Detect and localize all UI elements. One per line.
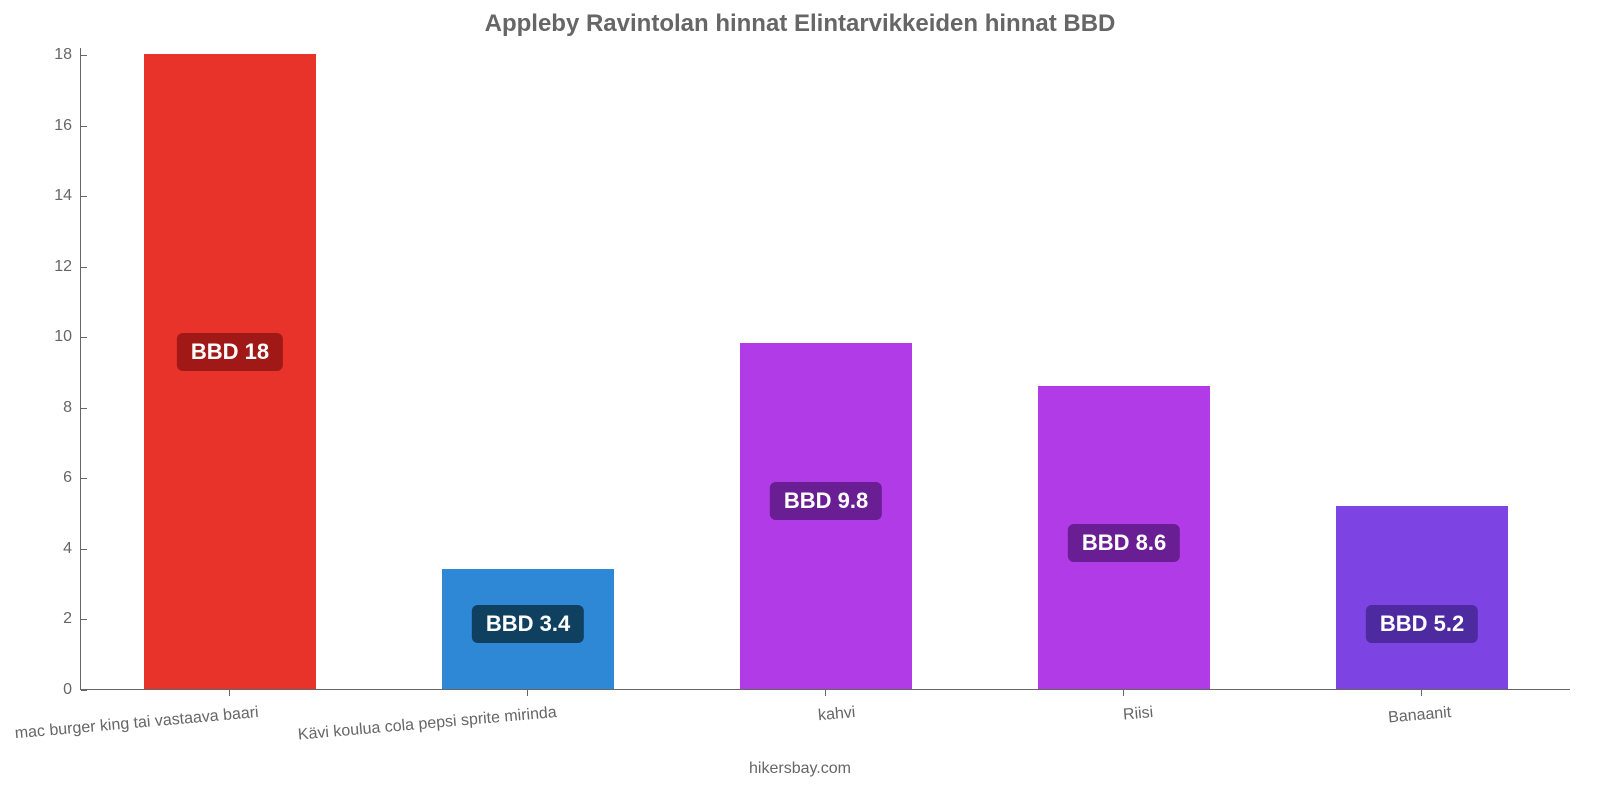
- x-axis-labels: mac burger king tai vastaava baari Kävi k…: [0, 698, 1600, 758]
- plot-outer: 024681012141618 BBD 18BBD 3.4BBD 9.8BBD …: [30, 48, 1570, 690]
- bar: [1336, 506, 1509, 689]
- y-tick-label: 0: [30, 681, 72, 699]
- y-tick-label: 8: [30, 399, 72, 417]
- x-tick-mark: [825, 690, 826, 696]
- x-axis-label: Riisi: [1122, 704, 1154, 725]
- value-badge: BBD 8.6: [1068, 524, 1180, 562]
- y-tick-label: 18: [30, 46, 72, 64]
- price-bar-chart: Appleby Ravintolan hinnat Elintarvikkeid…: [0, 0, 1600, 800]
- chart-title: Appleby Ravintolan hinnat Elintarvikkeid…: [0, 10, 1600, 38]
- value-badge: BBD 5.2: [1366, 605, 1478, 643]
- y-tick-mark: [81, 619, 87, 620]
- plot-area: BBD 18 BBD 3.4 BBD 9.8 BBD 8.6 BBD 5.2: [80, 48, 1570, 690]
- x-axis-label: Kävi koulua cola pepsi sprite mirinda: [298, 704, 558, 745]
- x-tick-mark: [229, 690, 230, 696]
- value-badge: BBD 3.4: [472, 605, 584, 643]
- attribution-text: hikersbay.com: [0, 760, 1600, 778]
- y-tick-label: 14: [30, 187, 72, 205]
- y-tick-label: 16: [30, 117, 72, 135]
- x-tick-mark: [527, 690, 528, 696]
- x-tick-mark: [1421, 690, 1422, 696]
- y-tick-mark: [81, 196, 87, 197]
- y-tick-mark: [81, 478, 87, 479]
- y-tick-mark: [81, 126, 87, 127]
- bar: [144, 54, 317, 689]
- y-tick-label: 12: [30, 258, 72, 276]
- x-axis-label: Banaanit: [1387, 704, 1452, 727]
- y-tick-mark: [81, 549, 87, 550]
- value-badge: BBD 9.8: [770, 482, 882, 520]
- y-tick-mark: [81, 55, 87, 56]
- y-tick-label: 6: [30, 469, 72, 487]
- y-axis: 024681012141618: [30, 48, 80, 690]
- y-tick-label: 10: [30, 328, 72, 346]
- x-axis-label: mac burger king tai vastaava baari: [15, 704, 260, 743]
- x-axis-label: kahvi: [817, 704, 856, 725]
- y-tick-label: 2: [30, 610, 72, 628]
- x-tick-mark: [1123, 690, 1124, 696]
- value-badge: BBD 18: [177, 333, 283, 371]
- y-tick-mark: [81, 267, 87, 268]
- y-tick-mark: [81, 408, 87, 409]
- y-tick-mark: [81, 337, 87, 338]
- y-tick-label: 4: [30, 540, 72, 558]
- y-tick-mark: [81, 690, 87, 691]
